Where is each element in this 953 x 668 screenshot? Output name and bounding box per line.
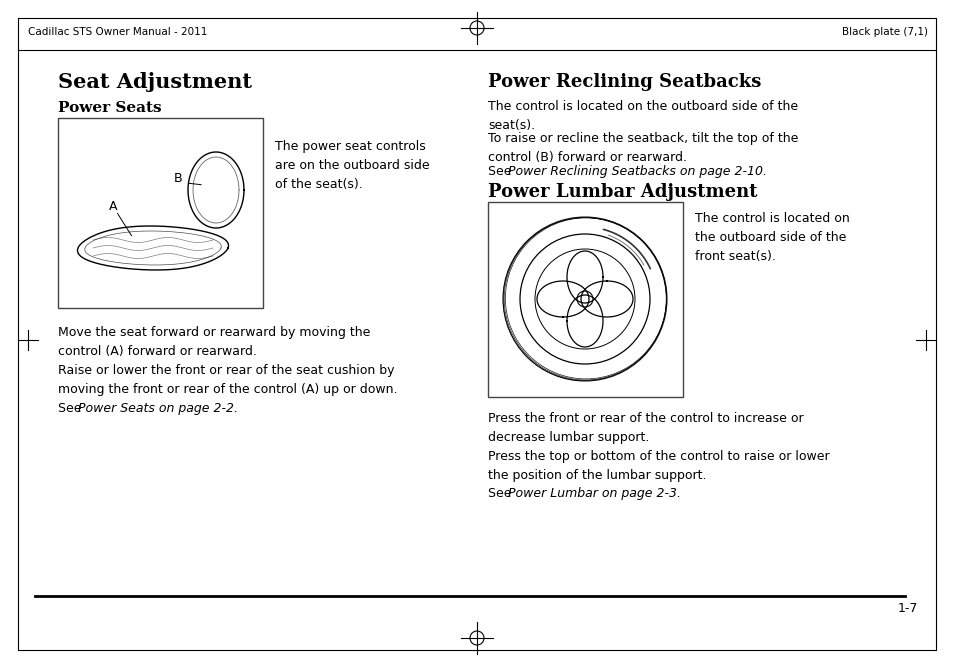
Text: Power Seats on page 2-2.: Power Seats on page 2-2. — [78, 402, 237, 415]
Text: Cadillac STS Owner Manual - 2011: Cadillac STS Owner Manual - 2011 — [28, 27, 207, 37]
Text: Press the top or bottom of the control to raise or lower
the position of the lum: Press the top or bottom of the control t… — [488, 450, 829, 482]
Text: B: B — [173, 172, 182, 184]
Text: The control is located on the outboard side of the
seat(s).: The control is located on the outboard s… — [488, 100, 798, 132]
Text: To raise or recline the seatback, tilt the top of the
control (B) forward or rea: To raise or recline the seatback, tilt t… — [488, 132, 798, 164]
Text: Black plate (7,1): Black plate (7,1) — [841, 27, 927, 37]
Bar — [488, 202, 682, 397]
Text: Seat Adjustment: Seat Adjustment — [58, 72, 252, 92]
Text: Power Reclining Seatbacks on page 2-10.: Power Reclining Seatbacks on page 2-10. — [507, 165, 766, 178]
Text: Move the seat forward or rearward by moving the
control (A) forward or rearward.: Move the seat forward or rearward by mov… — [58, 326, 370, 358]
Text: The control is located on
the outboard side of the
front seat(s).: The control is located on the outboard s… — [695, 212, 849, 263]
Text: Raise or lower the front or rear of the seat cushion by
moving the front or rear: Raise or lower the front or rear of the … — [58, 364, 397, 396]
Text: See: See — [58, 402, 86, 415]
Text: Power Lumbar Adjustment: Power Lumbar Adjustment — [488, 183, 757, 201]
Text: The power seat controls
are on the outboard side
of the seat(s).: The power seat controls are on the outbo… — [274, 140, 429, 191]
Text: 1-7: 1-7 — [897, 601, 917, 615]
Text: Press the front or rear of the control to increase or
decrease lumbar support.: Press the front or rear of the control t… — [488, 412, 802, 444]
Text: A: A — [109, 200, 117, 212]
Bar — [58, 118, 263, 308]
Text: See: See — [488, 165, 515, 178]
Text: Power Reclining Seatbacks: Power Reclining Seatbacks — [488, 73, 760, 91]
Text: Power Lumbar on page 2-3.: Power Lumbar on page 2-3. — [507, 487, 680, 500]
Text: See: See — [488, 487, 515, 500]
Text: Power Seats: Power Seats — [58, 101, 161, 115]
